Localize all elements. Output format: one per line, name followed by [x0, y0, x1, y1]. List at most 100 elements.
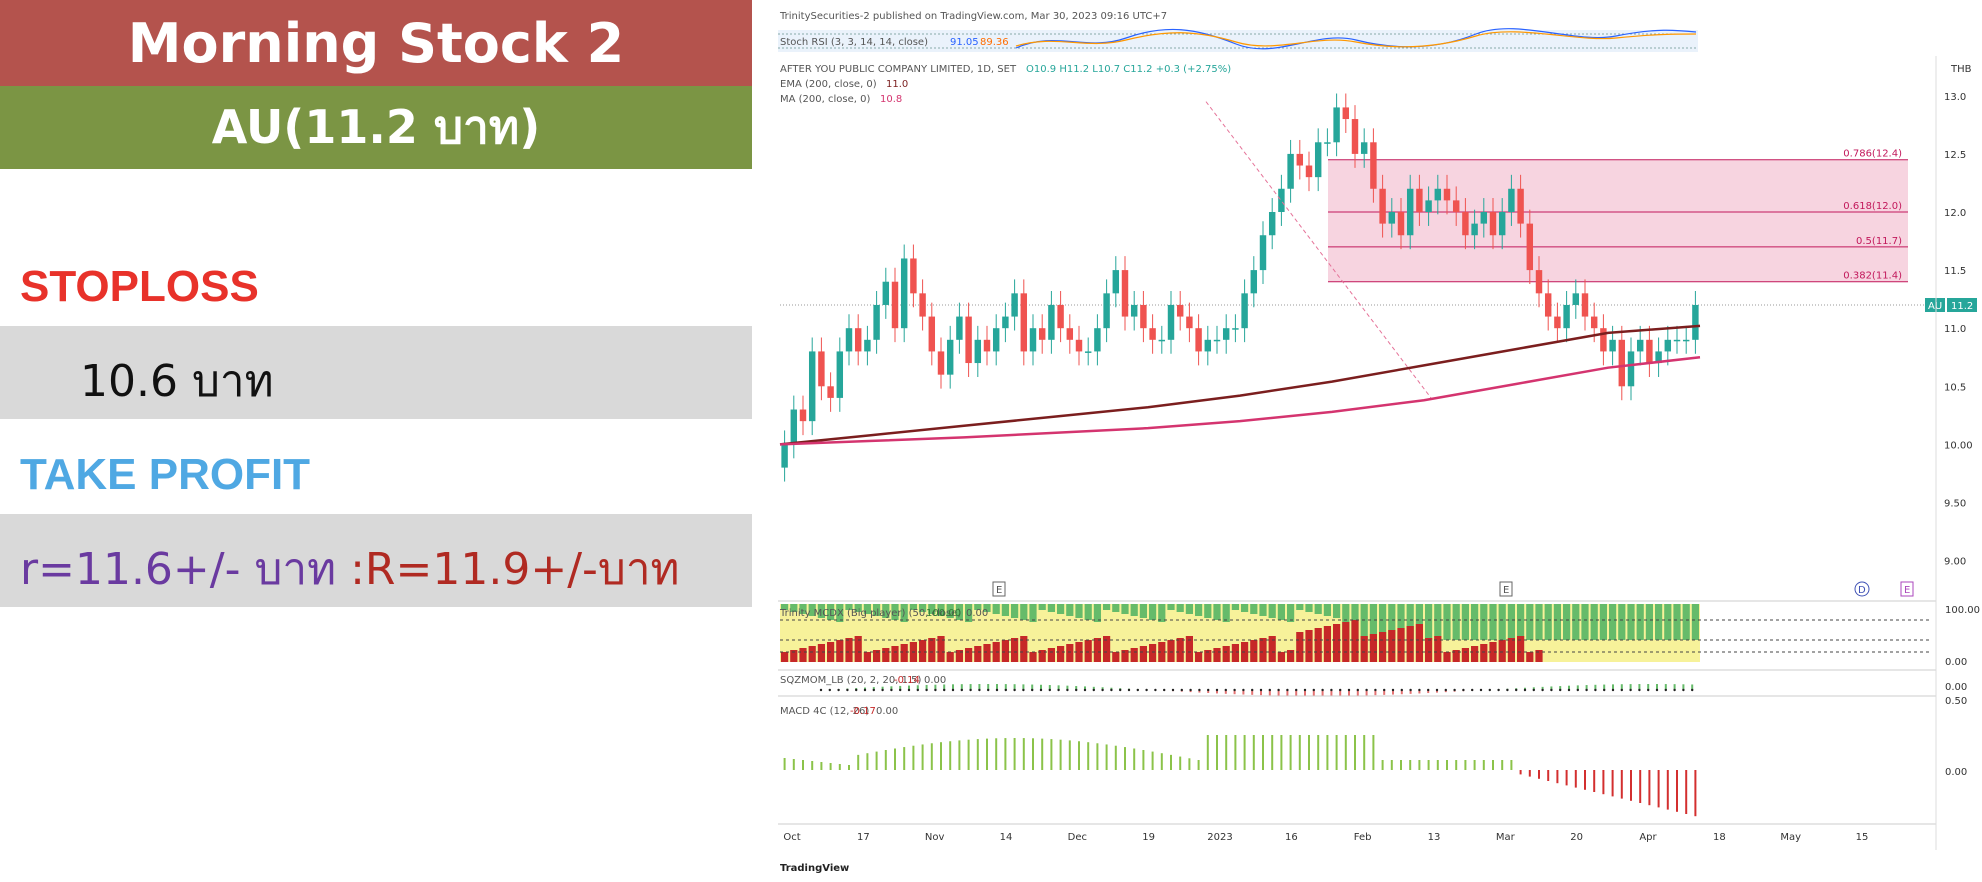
sqz-bar [1216, 690, 1218, 694]
candle-body [854, 328, 862, 352]
candle-body [1222, 328, 1230, 340]
candle-body [1084, 351, 1092, 353]
big-player-bar-green [937, 604, 945, 616]
sqz-bar [969, 684, 972, 690]
sqz-bar [1400, 690, 1403, 695]
candle-body [1287, 153, 1294, 189]
candle-body [919, 293, 926, 317]
sqz-dot [1365, 688, 1368, 692]
big-player-bar-red [1507, 638, 1515, 662]
sqz-value2: 0.00 [924, 675, 946, 686]
big-player-bar-green [1415, 604, 1423, 640]
big-player-bar-green [1277, 604, 1285, 620]
sqz-dot [1171, 688, 1175, 692]
big-player-bar-red [1388, 630, 1396, 662]
big-player-bar-red [1185, 636, 1193, 662]
candle-body [1186, 316, 1193, 329]
sqz-dot [1251, 688, 1254, 692]
fib-level-label: 0.786(12.4) [1843, 149, 1902, 160]
big-player-bar-green [790, 604, 798, 612]
big-player-bar-green [1241, 604, 1249, 612]
candle-body [1498, 212, 1506, 236]
big-player-bar-red [1296, 632, 1304, 662]
sqz-dot [1444, 688, 1447, 692]
big-player-bar-green [1498, 604, 1506, 640]
big-player-bar-green [1425, 604, 1433, 640]
big-player-bar-green [1231, 604, 1239, 610]
big-player-bar-red [1011, 638, 1019, 662]
big-player-bar-green [1673, 604, 1681, 640]
dividend-marker[interactable] [1854, 581, 1870, 597]
candle-body [1296, 153, 1304, 166]
big-player-bar-green [1379, 604, 1387, 640]
big-player-bar-green [1682, 604, 1690, 640]
ma-label: MA (200, close, 0) [780, 94, 870, 105]
big-player-bar-red [1305, 630, 1313, 662]
big-player-bar-red [1167, 640, 1175, 662]
big-player-bar-red [1250, 640, 1258, 662]
sqz-dot [1039, 688, 1043, 692]
sqz-bar [1647, 684, 1650, 690]
y-tick-label: 10.00 [1944, 440, 1973, 451]
candle-body [1397, 212, 1405, 236]
ema-line [779, 324, 1701, 446]
candle-body [1305, 165, 1313, 178]
candle-body [1020, 293, 1028, 352]
sqz-bar [1092, 686, 1095, 690]
big-player-bar-red [1139, 646, 1147, 662]
sqz-bar [1348, 690, 1350, 696]
sqz-dot [1664, 688, 1667, 692]
sqz-dot [1506, 688, 1509, 692]
big-player-bar-red [1038, 650, 1046, 662]
earnings-marker-3[interactable] [1900, 581, 1914, 597]
sqz-dot [1576, 688, 1579, 692]
ema-label: EMA (200, close, 0) [780, 79, 877, 90]
sqz-bar [1436, 690, 1438, 693]
sqz-dot [907, 688, 911, 692]
big-player-bar-red [1213, 648, 1221, 662]
big-player-bar-green [1563, 604, 1571, 640]
candle-body [1425, 200, 1432, 212]
earnings-marker-3-text: E [1904, 585, 1910, 596]
sqz-bar [1374, 690, 1377, 696]
sqz-dot [1629, 688, 1632, 692]
sqz-dot [1391, 688, 1395, 692]
big-player-bar-red [937, 636, 945, 662]
page-title: Morning Stock 2 [0, 0, 752, 86]
earnings-marker-1[interactable] [992, 581, 1006, 597]
y-tick-label: 9.50 [1944, 498, 1966, 509]
candle-body [1544, 293, 1552, 317]
sqz-dot [1620, 688, 1623, 692]
x-tick-label: Nov [925, 832, 945, 843]
sqz-bar [1075, 686, 1078, 690]
big-player-bar-red [900, 644, 908, 662]
sqz-bar [1242, 690, 1245, 695]
big-player-bar-green [817, 604, 825, 618]
candle-body [1103, 293, 1110, 329]
big-player-bar-red [965, 648, 973, 662]
published-text: TrinitySecurities-2 published on Trading… [779, 11, 1167, 22]
sqz-dot [1347, 688, 1351, 692]
sqz-dot [1259, 688, 1263, 692]
sqz-bar [1101, 687, 1104, 690]
ma-value: 10.8 [880, 94, 902, 105]
ticker-tag-text: AU [1928, 301, 1942, 312]
candle-body [1149, 328, 1156, 340]
big-player-bar-green [965, 604, 973, 622]
candle-body [1508, 188, 1515, 212]
stoploss-box: 10.6 บาท [0, 326, 752, 419]
sqz-dot [1268, 688, 1271, 692]
time-axis: Oct 17 Nov 14 Dec 19 2023 16 Feb 13 Mar 20 Apr 18 May 1… [783, 832, 1868, 843]
big-player-bar-green [1406, 604, 1414, 640]
tradingview-logo: TradingView [780, 863, 849, 874]
earnings-marker-2[interactable] [1499, 581, 1513, 597]
sqz-dot [1233, 688, 1236, 692]
candle-body [1563, 304, 1570, 329]
big-player-bar-red [1535, 650, 1543, 662]
x-tick-label: Oct [783, 832, 800, 843]
sqz-dot [1136, 688, 1139, 692]
sqz-dot [1409, 688, 1412, 692]
candle-body [1038, 328, 1046, 340]
sqz-dot [934, 688, 937, 692]
candle-body [1167, 304, 1175, 340]
